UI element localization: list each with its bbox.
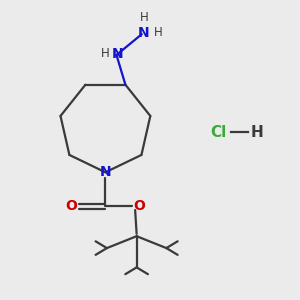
Text: O: O <box>134 200 146 214</box>
Text: H: H <box>154 26 163 39</box>
Text: N: N <box>138 26 150 40</box>
Text: H: H <box>101 47 110 60</box>
Text: O: O <box>65 200 77 214</box>
Text: N: N <box>111 46 123 61</box>
Text: N: N <box>100 165 111 179</box>
Text: H: H <box>140 11 148 24</box>
Text: Cl: Cl <box>210 125 226 140</box>
Text: H: H <box>250 125 263 140</box>
